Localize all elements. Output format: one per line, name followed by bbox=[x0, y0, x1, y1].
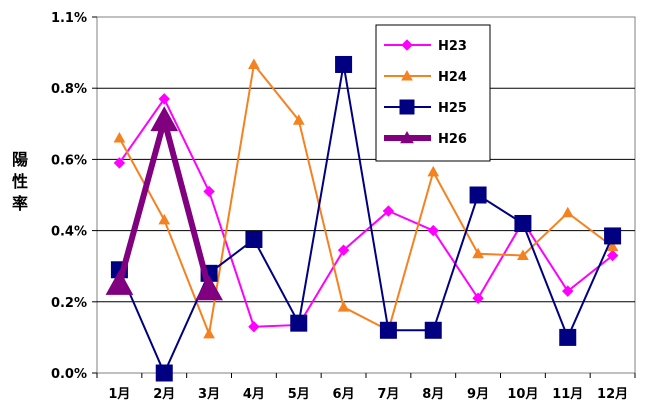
data-point bbox=[158, 213, 171, 225]
y-tick-label: 1.1% bbox=[51, 11, 87, 26]
data-point bbox=[514, 214, 532, 232]
data-point bbox=[195, 275, 223, 301]
y-tick-label: 0.8% bbox=[51, 82, 87, 97]
x-tick-label: 8月 bbox=[422, 387, 444, 402]
y-tick-label: 0.4% bbox=[51, 225, 87, 240]
data-point bbox=[335, 55, 353, 73]
legend-label: H25 bbox=[438, 101, 467, 116]
x-tick-label: 5月 bbox=[288, 387, 310, 402]
x-tick-label: 1月 bbox=[108, 387, 130, 402]
legend-marker bbox=[401, 69, 413, 81]
data-point bbox=[562, 285, 574, 297]
legend-label: H26 bbox=[438, 132, 467, 147]
data-point bbox=[203, 327, 215, 339]
data-point bbox=[337, 244, 350, 256]
data-point bbox=[113, 157, 126, 169]
x-tick-label: 12月 bbox=[597, 387, 628, 402]
legend-marker bbox=[401, 39, 413, 51]
data-point bbox=[203, 185, 215, 198]
data-point bbox=[427, 224, 439, 237]
x-tick-label: 10月 bbox=[507, 387, 538, 402]
y-tick-label: 0.2% bbox=[51, 296, 87, 311]
data-point bbox=[424, 321, 442, 339]
legend-label: H24 bbox=[438, 70, 467, 85]
x-tick-label: 9月 bbox=[467, 387, 489, 402]
data-point bbox=[606, 249, 619, 262]
data-point bbox=[606, 240, 619, 252]
data-point bbox=[472, 247, 484, 259]
data-point bbox=[469, 186, 487, 204]
y-tick-label: 0.0% bbox=[51, 367, 87, 382]
data-point bbox=[561, 206, 574, 218]
data-point bbox=[155, 364, 173, 382]
data-point bbox=[382, 205, 395, 217]
data-point bbox=[113, 132, 126, 143]
y-tick-label: 0.6% bbox=[51, 153, 87, 168]
series-H24 bbox=[118, 62, 614, 338]
series-line bbox=[118, 62, 614, 338]
y-axis-label-char: 陽 bbox=[12, 150, 28, 169]
x-tick-label: 11月 bbox=[552, 387, 583, 402]
series-H23 bbox=[118, 96, 614, 328]
data-point bbox=[559, 328, 577, 346]
data-point bbox=[379, 321, 397, 339]
x-tick-label: 6月 bbox=[333, 387, 355, 402]
data-point bbox=[604, 227, 622, 245]
data-point bbox=[245, 231, 263, 248]
legend-label: H23 bbox=[438, 39, 467, 54]
data-point bbox=[292, 114, 305, 125]
x-tick-label: 7月 bbox=[377, 387, 399, 402]
data-point bbox=[105, 269, 134, 295]
y-axis-label-char: 率 bbox=[12, 194, 28, 213]
series-line bbox=[118, 96, 614, 328]
data-point bbox=[517, 249, 529, 261]
data-point bbox=[150, 106, 179, 132]
data-point bbox=[158, 93, 170, 105]
data-point bbox=[248, 58, 260, 69]
data-point bbox=[290, 314, 308, 332]
legend-marker bbox=[400, 130, 414, 144]
data-point bbox=[248, 321, 260, 333]
data-point bbox=[337, 301, 350, 312]
data-point bbox=[472, 292, 484, 304]
legend-marker bbox=[399, 99, 415, 115]
data-point bbox=[427, 165, 440, 177]
x-tick-label: 3月 bbox=[198, 387, 220, 402]
x-tick-label: 4月 bbox=[243, 387, 265, 402]
y-axis-label-char: 性 bbox=[12, 172, 28, 191]
x-tick-label: 2月 bbox=[153, 387, 175, 402]
